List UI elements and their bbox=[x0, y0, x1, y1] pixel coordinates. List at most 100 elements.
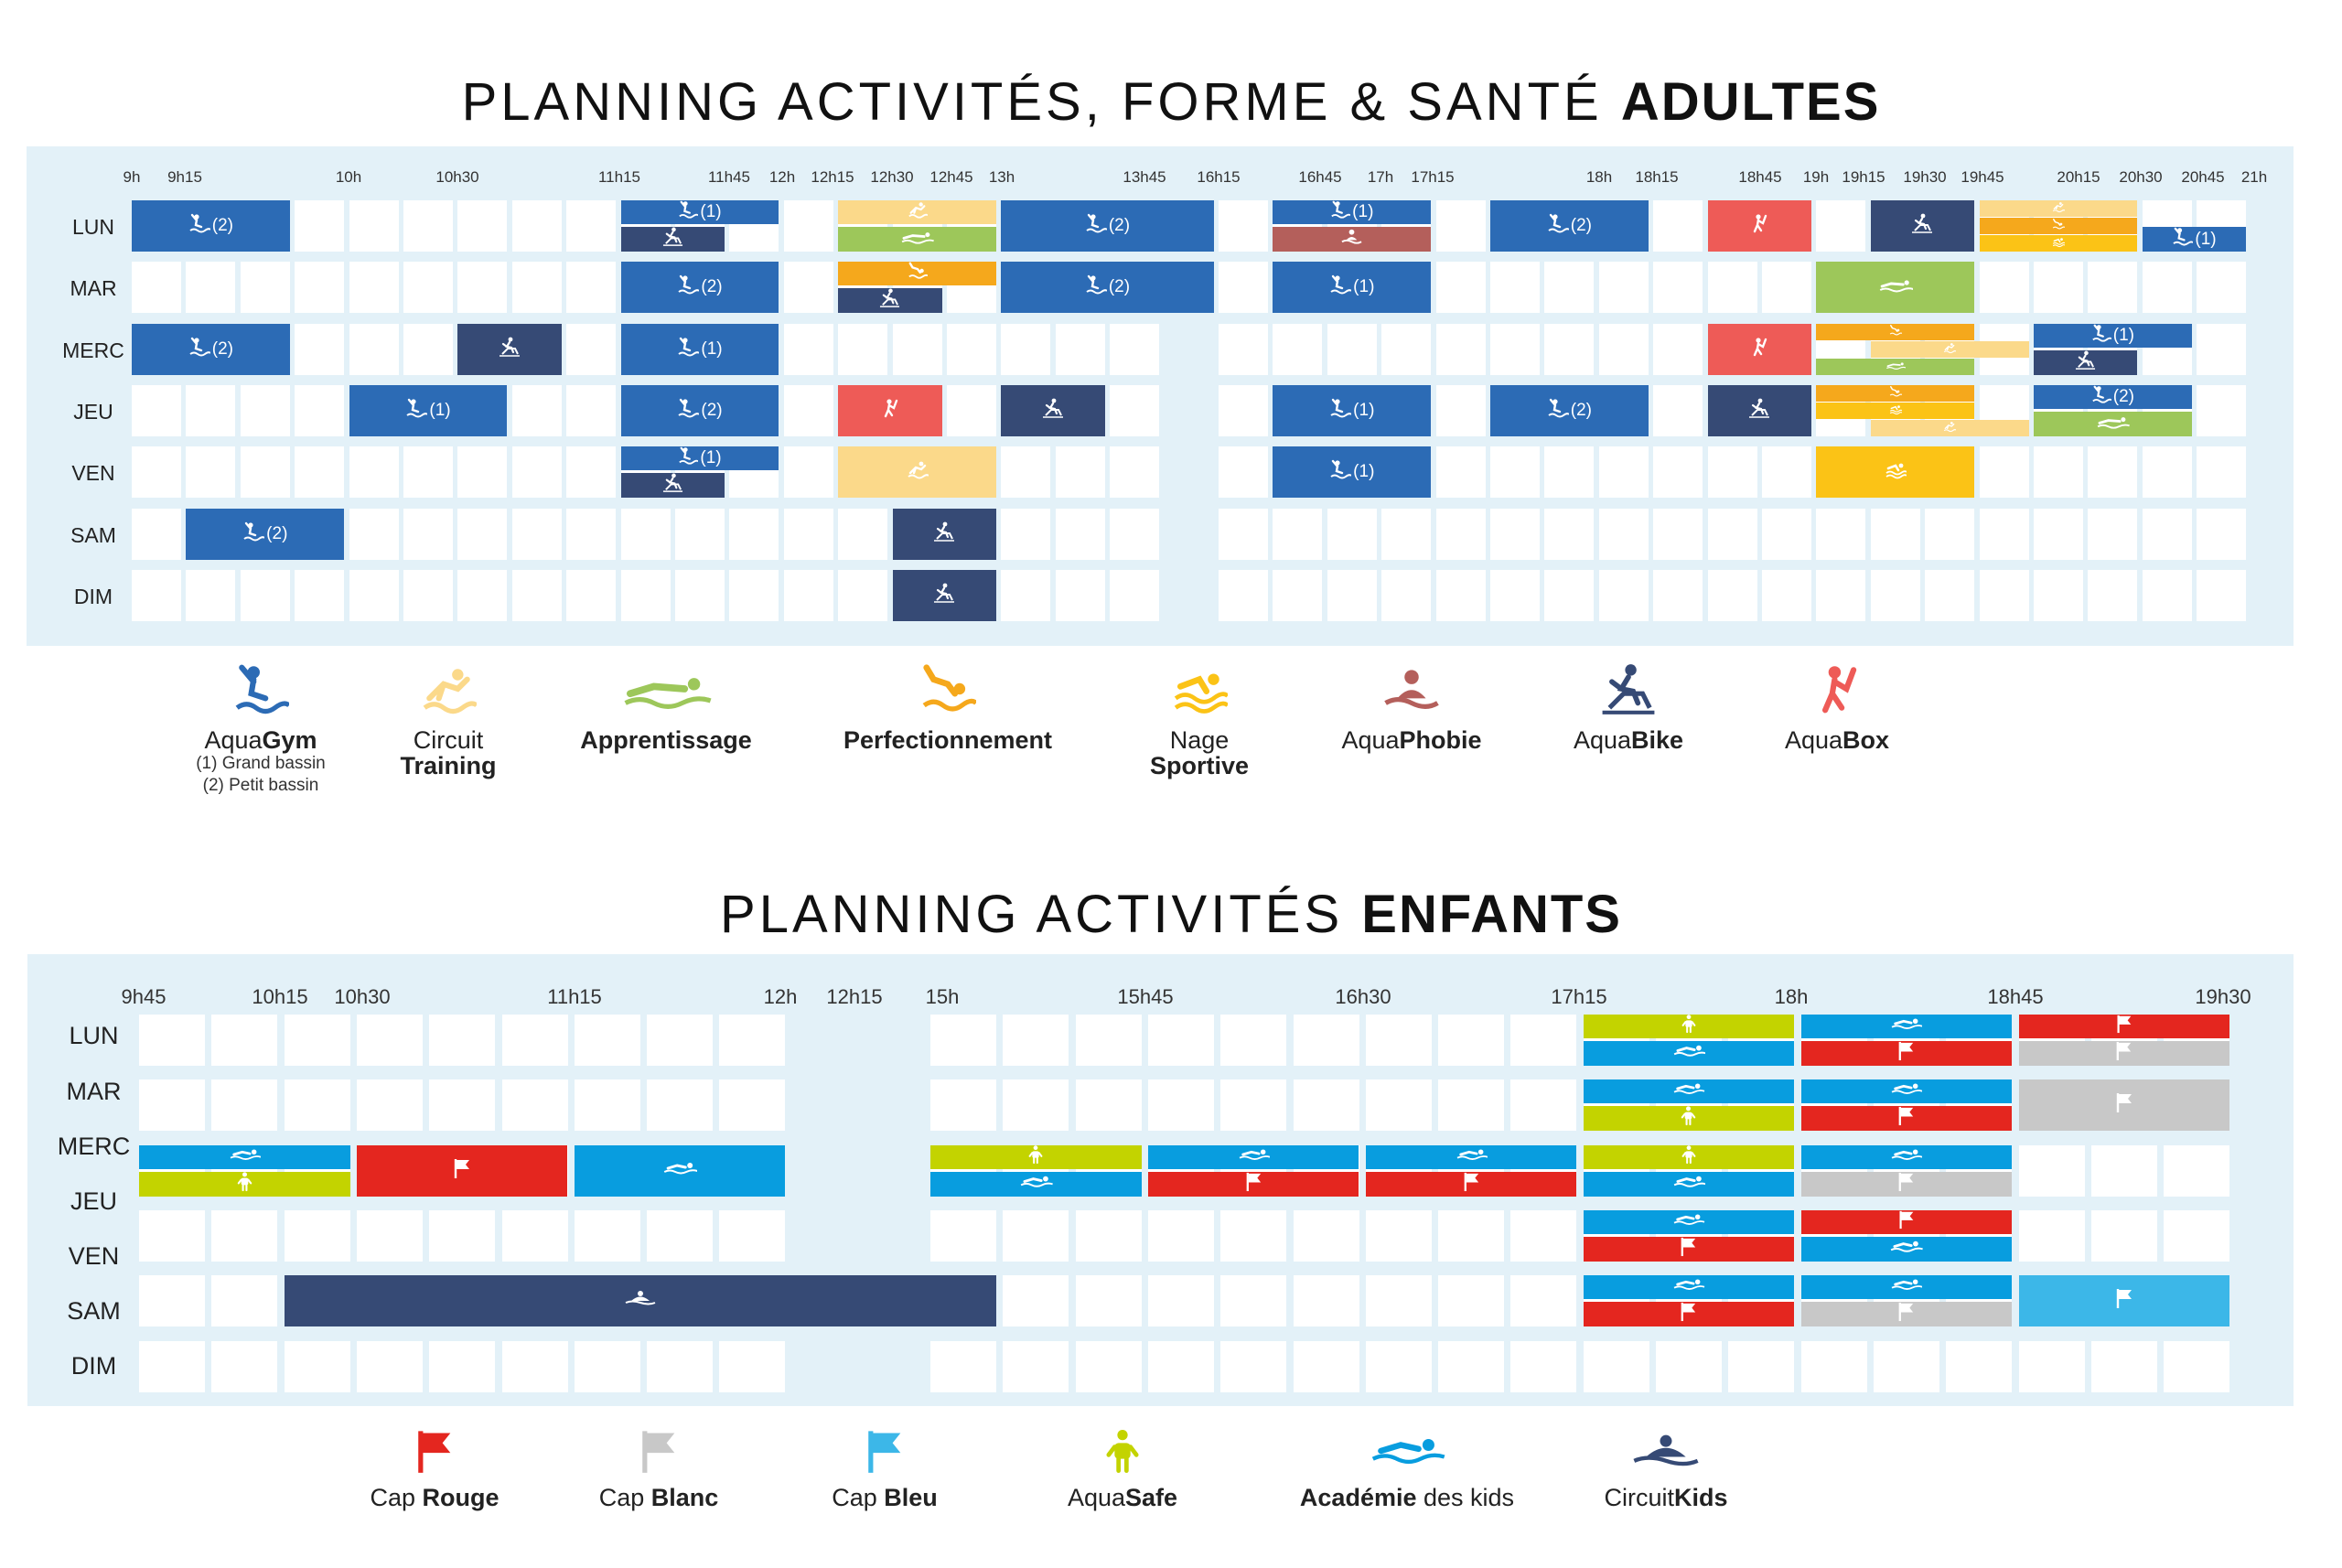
activity-block-academie[interactable] bbox=[1583, 1171, 1795, 1197]
activity-block-apprentissage[interactable] bbox=[1816, 358, 1975, 375]
activity-block-aquabike[interactable] bbox=[892, 508, 996, 560]
activity-block-circuit[interactable] bbox=[1870, 419, 2029, 436]
activity-block-caprouge[interactable] bbox=[356, 1144, 568, 1197]
activity-block-circuit[interactable] bbox=[838, 446, 996, 499]
activity-block-aquagym[interactable]: (2) bbox=[132, 200, 290, 252]
activity-block-aquagym[interactable]: (2) bbox=[620, 384, 779, 436]
activity-block-aquabike[interactable] bbox=[2034, 349, 2138, 375]
activity-block-aquagym[interactable]: (1) bbox=[1273, 200, 1432, 224]
activity-block-aquabike[interactable] bbox=[457, 323, 562, 375]
activity-block-aquasafe[interactable] bbox=[1583, 1144, 1795, 1169]
activity-block-aquagym[interactable]: (2) bbox=[186, 508, 345, 560]
activity-block-aquaphobie[interactable] bbox=[1273, 227, 1432, 252]
activity-block-academie[interactable] bbox=[1583, 1275, 1795, 1300]
activity-block-academie[interactable] bbox=[1800, 1015, 2013, 1038]
grid-cell bbox=[1075, 1015, 1142, 1066]
activity-block-perfectionnement[interactable] bbox=[838, 262, 996, 286]
activity-block-perfectionnement[interactable] bbox=[1979, 218, 2138, 234]
activity-block-aquagym[interactable]: (1) bbox=[620, 323, 779, 375]
activity-block-academie[interactable] bbox=[1365, 1144, 1577, 1169]
activity-block-caprouge[interactable] bbox=[1147, 1171, 1359, 1197]
activity-block-aquagym[interactable]: (2) bbox=[2034, 384, 2192, 409]
grid-cell bbox=[719, 1340, 786, 1392]
activity-block-aquagym[interactable]: (1) bbox=[620, 446, 779, 471]
day-label: MAR bbox=[70, 276, 117, 301]
activity-block-aquabox[interactable] bbox=[1707, 323, 1811, 375]
activity-block-aquagym[interactable]: (1) bbox=[1273, 446, 1432, 499]
activity-block-aquasafe[interactable] bbox=[1583, 1106, 1795, 1132]
activity-block-aquabox[interactable] bbox=[838, 384, 942, 436]
grid-cell bbox=[1544, 262, 1595, 314]
activity-block-circuit[interactable] bbox=[838, 200, 996, 224]
activity-block-capbleu[interactable] bbox=[2018, 1275, 2230, 1327]
legend-label-bold: Training bbox=[400, 752, 497, 779]
activity-block-aquabike[interactable] bbox=[1001, 384, 1105, 436]
activity-block-circuit[interactable] bbox=[1979, 200, 2138, 217]
activity-block-capblanc[interactable] bbox=[1800, 1302, 2013, 1327]
grid-cell bbox=[240, 446, 290, 499]
activity-block-aquagym[interactable]: (1) bbox=[1273, 262, 1432, 314]
grid-cell bbox=[1273, 323, 1323, 375]
activity-block-aquagym[interactable]: (1) bbox=[620, 200, 779, 224]
day-label: MERC bbox=[62, 338, 124, 362]
activity-block-aquabike[interactable] bbox=[892, 569, 996, 621]
activity-block-perfectionnement[interactable] bbox=[1816, 323, 1975, 340]
grid-cell bbox=[647, 1209, 714, 1262]
activity-block-aquagym[interactable]: (1) bbox=[2142, 227, 2247, 252]
grid-cell bbox=[1870, 569, 1920, 621]
activity-block-academie[interactable] bbox=[1147, 1144, 1359, 1169]
activity-block-aquabike[interactable] bbox=[1707, 384, 1811, 436]
grid-cell bbox=[719, 1079, 786, 1132]
activity-block-academie[interactable] bbox=[1583, 1041, 1795, 1066]
activity-block-capblanc[interactable] bbox=[2018, 1079, 2230, 1132]
activity-block-apprentissage[interactable] bbox=[2034, 411, 2192, 436]
activity-block-caprouge[interactable] bbox=[1583, 1302, 1795, 1327]
activity-block-nage[interactable] bbox=[1816, 446, 1975, 499]
activity-block-aquasafe[interactable] bbox=[1583, 1015, 1795, 1038]
activity-block-aquabike[interactable] bbox=[620, 473, 725, 499]
activity-block-academie[interactable] bbox=[139, 1144, 350, 1169]
activity-block-caprouge[interactable] bbox=[2018, 1015, 2230, 1038]
activity-block-caprouge[interactable] bbox=[1800, 1106, 2013, 1132]
activity-block-perfectionnement[interactable] bbox=[1816, 384, 1975, 402]
activity-block-academie[interactable] bbox=[1800, 1236, 2013, 1262]
activity-block-caprouge[interactable] bbox=[1800, 1209, 2013, 1234]
activity-block-aquabike[interactable] bbox=[620, 227, 725, 252]
activity-block-aquabike[interactable] bbox=[1870, 200, 1975, 252]
activity-block-aquagym[interactable]: (2) bbox=[1001, 262, 1214, 314]
activity-block-nage[interactable] bbox=[1979, 235, 2138, 252]
activity-block-aquasafe[interactable] bbox=[930, 1144, 1142, 1169]
activity-block-academie[interactable] bbox=[574, 1144, 786, 1197]
activity-block-aquagym[interactable]: (1) bbox=[1273, 384, 1432, 436]
activity-block-aquagym[interactable]: (1) bbox=[2034, 323, 2192, 348]
activity-block-capblanc[interactable] bbox=[1800, 1171, 2013, 1197]
activity-block-aquagym[interactable]: (2) bbox=[1001, 200, 1214, 252]
activity-block-circuit[interactable] bbox=[1870, 340, 2029, 358]
activity-block-academie[interactable] bbox=[1583, 1079, 1795, 1104]
grid-cell bbox=[1816, 200, 1866, 252]
activity-block-caprouge[interactable] bbox=[1583, 1236, 1795, 1262]
activity-block-aquabike[interactable] bbox=[838, 288, 942, 314]
activity-block-academie[interactable] bbox=[1800, 1079, 2013, 1104]
grid-cell bbox=[675, 508, 725, 560]
activity-block-apprentissage[interactable] bbox=[1816, 262, 1975, 314]
pool-label: (2) bbox=[1108, 216, 1131, 235]
activity-block-caprouge[interactable] bbox=[1800, 1041, 2013, 1066]
activity-block-nage[interactable] bbox=[1816, 402, 1975, 419]
activity-block-academie[interactable] bbox=[1800, 1275, 2013, 1300]
activity-block-aquasafe[interactable] bbox=[139, 1171, 350, 1197]
activity-block-circuitkids[interactable] bbox=[284, 1275, 996, 1327]
activity-block-academie[interactable] bbox=[1583, 1209, 1795, 1234]
activity-block-apprentissage[interactable] bbox=[838, 227, 996, 252]
activity-block-aquagym[interactable]: (2) bbox=[1490, 384, 1649, 436]
activity-block-academie[interactable] bbox=[930, 1171, 1142, 1197]
activity-block-academie[interactable] bbox=[1800, 1144, 2013, 1169]
activity-block-aquabox[interactable] bbox=[1707, 200, 1811, 252]
activity-block-aquagym[interactable]: (2) bbox=[620, 262, 779, 314]
activity-block-capblanc[interactable] bbox=[2018, 1041, 2230, 1066]
grid-cell bbox=[783, 384, 833, 436]
activity-block-aquagym[interactable]: (1) bbox=[349, 384, 508, 436]
activity-block-aquagym[interactable]: (2) bbox=[132, 323, 290, 375]
activity-block-aquagym[interactable]: (2) bbox=[1490, 200, 1649, 252]
activity-block-caprouge[interactable] bbox=[1365, 1171, 1577, 1197]
